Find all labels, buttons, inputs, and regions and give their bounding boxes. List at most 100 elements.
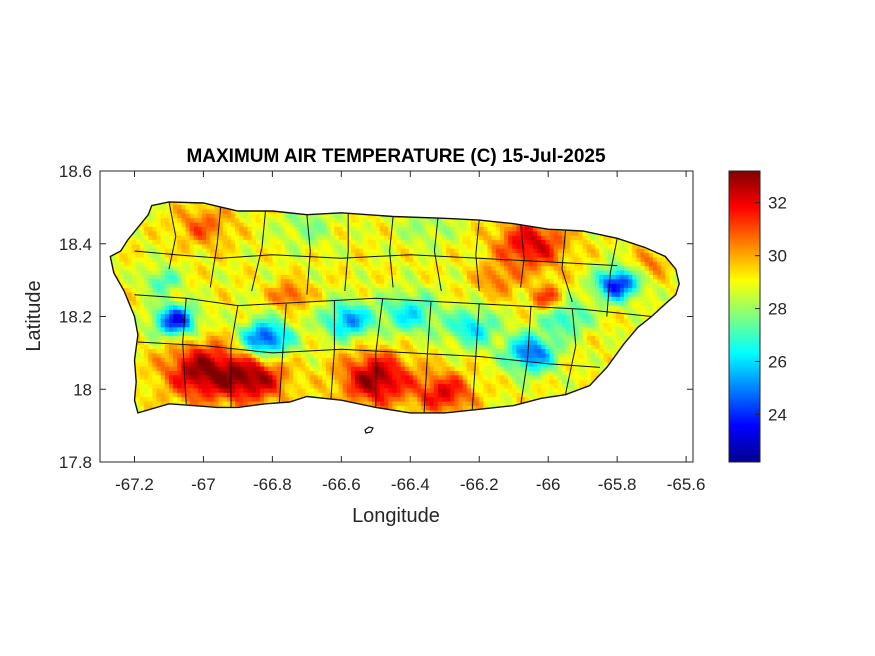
heatmap-cell — [164, 274, 170, 280]
heatmap-cell — [288, 366, 294, 371]
heatmap-cell — [351, 239, 356, 245]
heatmap-cell — [214, 221, 220, 227]
heatmap-cell — [152, 265, 158, 271]
heatmap-cell — [346, 331, 352, 336]
heatmap-cell — [388, 331, 393, 336]
heatmap-cell — [404, 400, 410, 406]
heatmap-cell — [140, 344, 145, 350]
heatmap-cell — [160, 318, 166, 323]
heatmap-cell — [131, 261, 137, 267]
heatmap-cell — [218, 309, 224, 315]
heatmap-cell — [177, 235, 182, 240]
heatmap-cell — [284, 248, 290, 254]
heatmap-cell — [491, 339, 497, 345]
heatmap-cell — [144, 366, 149, 371]
heatmap-cell — [450, 239, 455, 245]
heatmap-cell — [446, 374, 451, 380]
heatmap-cell — [288, 339, 294, 345]
heatmap-cell — [388, 318, 393, 323]
heatmap-cell — [437, 392, 443, 398]
heatmap-cell — [218, 344, 224, 350]
heatmap-cell — [458, 309, 464, 315]
heatmap-cell — [413, 366, 418, 371]
heatmap-cell — [218, 287, 224, 293]
heatmap-cell — [421, 348, 426, 354]
heatmap-cell — [338, 322, 344, 328]
heatmap-cell — [173, 296, 178, 302]
heatmap-cell — [450, 366, 455, 371]
heatmap-cell — [433, 287, 439, 293]
heatmap-cell — [264, 361, 269, 367]
heatmap-cell — [326, 300, 331, 306]
heatmap-cell — [206, 361, 211, 367]
heatmap-cell — [197, 248, 203, 254]
heatmap-cell — [413, 361, 418, 367]
heatmap-cell — [384, 339, 389, 345]
heatmap-cell — [247, 274, 253, 280]
heatmap-cell — [173, 400, 178, 406]
heatmap-cell — [322, 352, 327, 358]
heatmap-cell — [264, 357, 269, 363]
heatmap-cell — [135, 392, 141, 398]
heatmap-cell — [214, 256, 220, 262]
heatmap-cell — [466, 326, 472, 332]
heatmap-cell — [226, 374, 232, 380]
heatmap-cell — [504, 265, 509, 271]
heatmap-cell — [346, 335, 352, 341]
heatmap-cell — [413, 322, 418, 328]
heatmap-cell — [342, 278, 348, 284]
heatmap-cell — [297, 383, 302, 389]
heatmap-cell — [371, 252, 377, 258]
heatmap-cell — [384, 379, 389, 385]
heatmap-cell — [140, 387, 145, 393]
heatmap-cell — [499, 221, 505, 227]
heatmap-cell — [243, 361, 249, 367]
heatmap-cell — [342, 221, 348, 227]
heatmap-cell — [235, 221, 240, 227]
heatmap-cell — [288, 352, 294, 358]
heatmap-cell — [499, 243, 505, 249]
heatmap-cell — [173, 269, 178, 275]
heatmap-cell — [334, 313, 340, 319]
heatmap-cell — [408, 357, 414, 363]
heatmap-cell — [346, 230, 352, 236]
heatmap-cell — [189, 248, 195, 254]
heatmap-cell — [508, 256, 513, 262]
heatmap-cell — [280, 230, 286, 236]
heatmap-cell — [214, 348, 220, 354]
heatmap-cell — [495, 283, 501, 288]
heatmap-cell — [471, 383, 476, 389]
heatmap-cell — [276, 239, 282, 245]
heatmap-cell — [309, 366, 315, 371]
heatmap-cell — [400, 352, 406, 358]
heatmap-cell — [330, 326, 335, 332]
heatmap-cell — [392, 361, 398, 367]
heatmap-cell — [135, 248, 141, 254]
heatmap-cell — [255, 291, 261, 297]
heatmap-cell — [293, 239, 298, 245]
heatmap-cell — [392, 396, 398, 402]
heatmap-cell — [297, 278, 302, 284]
heatmap-cell — [288, 213, 294, 219]
heatmap-cell — [504, 387, 509, 393]
heatmap-cell — [197, 318, 203, 323]
heatmap-cell — [144, 287, 149, 293]
heatmap-cell — [127, 243, 133, 249]
heatmap-cell — [260, 348, 265, 354]
heatmap-cell — [313, 256, 319, 262]
heatmap-cell — [148, 392, 153, 398]
heatmap-cell — [487, 287, 493, 293]
heatmap-cell — [284, 387, 290, 393]
heatmap-cell — [326, 239, 331, 245]
heatmap-cell — [400, 348, 406, 354]
heatmap-cell — [342, 318, 348, 323]
heatmap-cell — [355, 274, 360, 280]
heatmap-cell — [384, 309, 389, 315]
heatmap-cell — [458, 392, 464, 398]
heatmap-cell — [301, 370, 306, 376]
heatmap-cell — [218, 230, 224, 236]
heatmap-cell — [450, 309, 455, 315]
heatmap-cell — [169, 331, 174, 336]
heatmap-cell — [218, 283, 224, 288]
heatmap-cell — [210, 366, 215, 371]
